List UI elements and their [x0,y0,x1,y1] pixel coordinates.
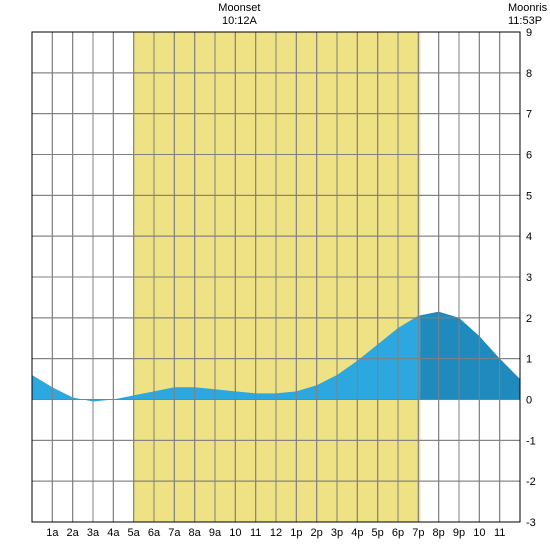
header-time: 10:12A [209,15,269,28]
x-tick-label: 9a [209,527,222,539]
x-tick-label: 1p [290,527,302,539]
x-tick-label: 12 [270,527,282,539]
header-time: 11:53P [508,15,550,28]
y-tick-label: -3 [526,517,536,529]
x-tick-label: 10 [473,527,485,539]
y-tick-label: -1 [526,435,536,447]
y-tick-label: 1 [526,354,532,366]
x-tick-label: 6p [392,527,404,539]
x-tick-label: 11 [494,527,505,539]
y-tick-label: -2 [526,476,536,488]
y-tick-label: 7 [526,109,532,121]
header-title: Moonris [508,2,550,15]
y-tick-label: 9 [526,27,532,39]
x-tick-label: 11 [250,527,261,539]
y-tick-label: 6 [526,150,532,162]
x-tick-label: 4a [107,527,120,539]
x-tick-label: 2a [67,527,80,539]
x-tick-label: 9p [453,527,465,539]
moonrise-label: Moonris11:53P [508,2,550,28]
x-tick-label: 5a [128,527,141,539]
y-tick-label: 3 [526,272,532,284]
chart-svg: 1a2a3a4a5a6a7a8a9a1011121p2p3p4p5p6p7p8p… [0,0,550,550]
header-title: Moonset [209,2,269,15]
x-tick-label: 1a [46,527,59,539]
x-tick-label: 7p [412,527,424,539]
x-tick-label: 2p [311,527,323,539]
y-tick-label: 4 [526,231,532,243]
y-tick-label: 8 [526,68,532,80]
x-tick-label: 3p [331,527,343,539]
y-tick-label: 5 [526,190,532,202]
y-tick-label: 2 [526,313,532,325]
y-tick-label: 0 [526,395,532,407]
tide-chart: 1a2a3a4a5a6a7a8a9a1011121p2p3p4p5p6p7p8p… [0,0,550,550]
moonset-label: Moonset10:12A [209,2,269,28]
x-tick-label: 4p [351,527,363,539]
x-tick-label: 8a [189,527,202,539]
x-tick-label: 6a [148,527,161,539]
x-tick-label: 10 [229,527,241,539]
x-tick-label: 8p [433,527,445,539]
x-tick-label: 5p [372,527,384,539]
x-tick-label: 3a [87,527,100,539]
x-tick-label: 7a [168,527,181,539]
